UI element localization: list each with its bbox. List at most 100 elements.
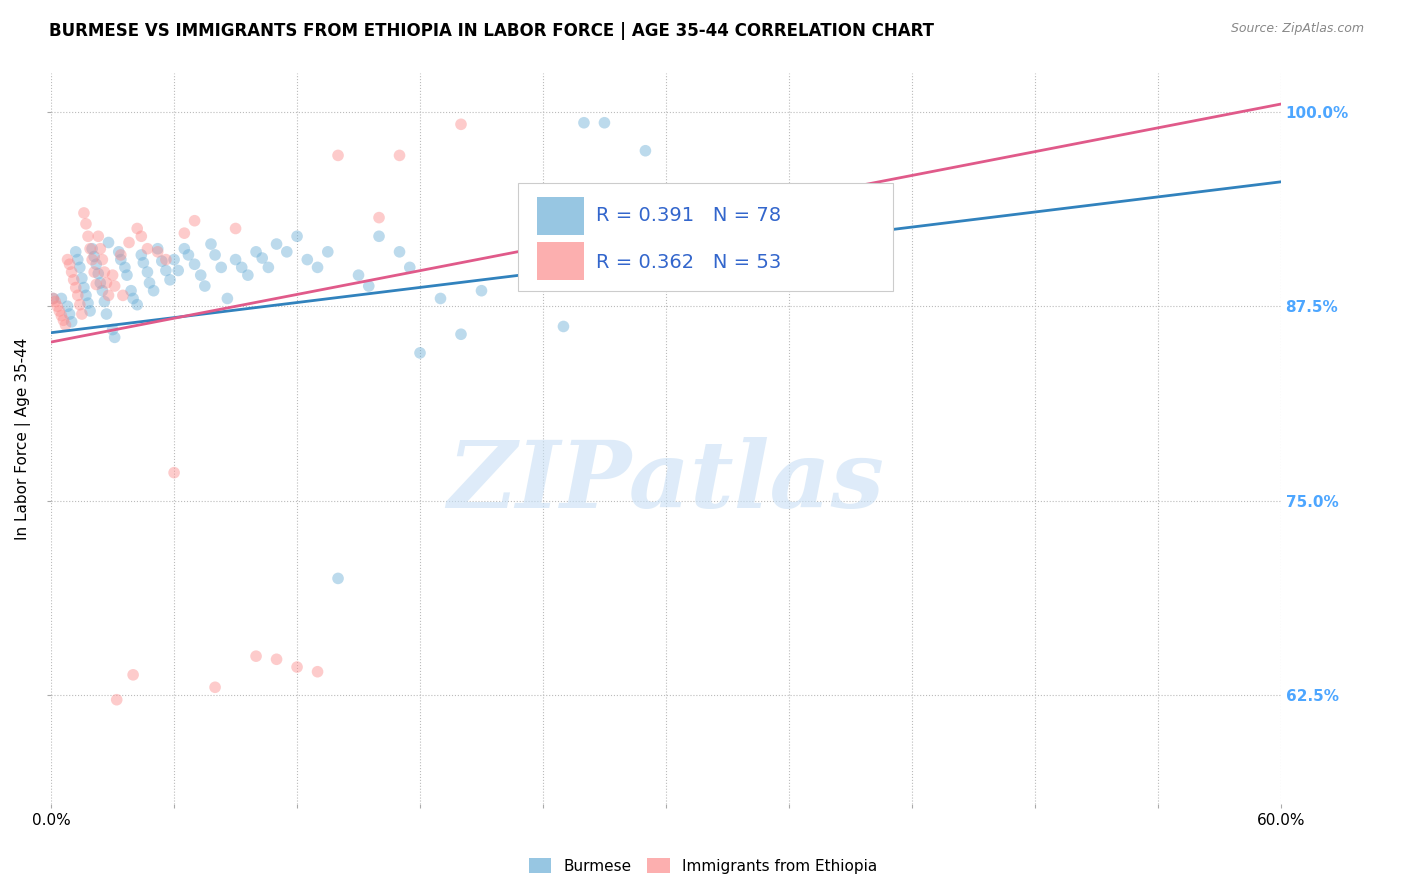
Point [110, 252, 132, 267]
Point [142, 284, 165, 298]
Point [44, 294, 66, 309]
Point [58, 257, 80, 271]
Point [236, 268, 259, 282]
Point [368, 211, 391, 225]
Point [65, 280, 87, 294]
Point [91, 252, 114, 267]
Point [65, 244, 87, 259]
Point [56, 299, 79, 313]
Text: R = 0.391   N = 78: R = 0.391 N = 78 [596, 206, 780, 225]
Point [593, 116, 616, 130]
Point [127, 298, 149, 312]
Point [122, 292, 145, 306]
Point [42, 292, 65, 306]
Point [634, 144, 657, 158]
Point [114, 260, 136, 275]
Point [225, 221, 247, 235]
Point [60, 265, 83, 279]
Point [87, 229, 110, 244]
Point [146, 244, 169, 259]
Point [572, 116, 595, 130]
Point [60, 315, 83, 329]
Point [122, 668, 145, 682]
Point [91, 284, 114, 298]
Point [93, 265, 115, 279]
Point [79, 304, 101, 318]
Point [190, 268, 212, 282]
Point [51, 292, 73, 306]
Point [52, 313, 75, 327]
Point [83, 250, 105, 264]
Point [69, 260, 91, 275]
Point [163, 466, 186, 480]
Point [70, 271, 93, 285]
Point [48, 304, 70, 318]
Point [470, 284, 492, 298]
Point [115, 268, 138, 282]
Point [66, 252, 89, 267]
Point [51, 309, 73, 323]
Point [97, 288, 120, 302]
Point [79, 242, 101, 256]
Point [194, 279, 217, 293]
Text: BURMESE VS IMMIGRANTS FROM ETHIOPIA IN LABOR FORCE | AGE 35-44 CORRELATION CHART: BURMESE VS IMMIGRANTS FROM ETHIOPIA IN L… [49, 22, 934, 40]
Point [450, 117, 472, 131]
Point [82, 252, 104, 267]
Point [82, 242, 104, 256]
Point [89, 276, 111, 290]
Point [204, 680, 226, 694]
Y-axis label: In Labor Force | Age 35-44: In Labor Force | Age 35-44 [15, 337, 31, 540]
Point [127, 221, 149, 235]
Point [398, 260, 420, 275]
Point [245, 244, 267, 259]
Point [217, 292, 239, 306]
Point [231, 260, 253, 275]
Point [84, 257, 107, 271]
Point [120, 284, 142, 298]
Point [93, 294, 115, 309]
Point [77, 229, 100, 244]
Point [285, 229, 308, 244]
Point [138, 276, 160, 290]
Point [250, 251, 273, 265]
Point [107, 244, 129, 259]
Point [96, 307, 118, 321]
Point [87, 267, 110, 281]
Point [55, 318, 77, 332]
Point [266, 237, 288, 252]
Point [75, 288, 97, 302]
Point [285, 660, 308, 674]
Point [167, 263, 190, 277]
Point [150, 254, 173, 268]
Point [69, 298, 91, 312]
Point [75, 217, 97, 231]
Point [58, 307, 80, 321]
Point [101, 268, 124, 282]
Point [155, 263, 177, 277]
Point [42, 292, 65, 306]
Point [347, 268, 370, 282]
Point [73, 280, 96, 294]
Text: ZIPatlas: ZIPatlas [447, 437, 884, 527]
Bar [537, 242, 583, 280]
Point [111, 288, 134, 302]
Point [388, 244, 411, 259]
Point [96, 276, 118, 290]
Text: R = 0.362   N = 53: R = 0.362 N = 53 [596, 252, 782, 272]
Point [183, 257, 205, 271]
Point [110, 248, 132, 262]
Point [276, 244, 298, 259]
Point [136, 265, 159, 279]
Point [84, 277, 107, 292]
Point [225, 252, 247, 267]
Legend: Burmese, Immigrants from Ethiopia: Burmese, Immigrants from Ethiopia [523, 852, 883, 880]
Point [89, 242, 111, 256]
Point [245, 649, 267, 664]
Point [450, 327, 472, 342]
Point [104, 279, 127, 293]
Point [97, 235, 120, 250]
Point [104, 330, 127, 344]
Point [368, 229, 391, 244]
Point [553, 319, 575, 334]
Point [163, 252, 186, 267]
